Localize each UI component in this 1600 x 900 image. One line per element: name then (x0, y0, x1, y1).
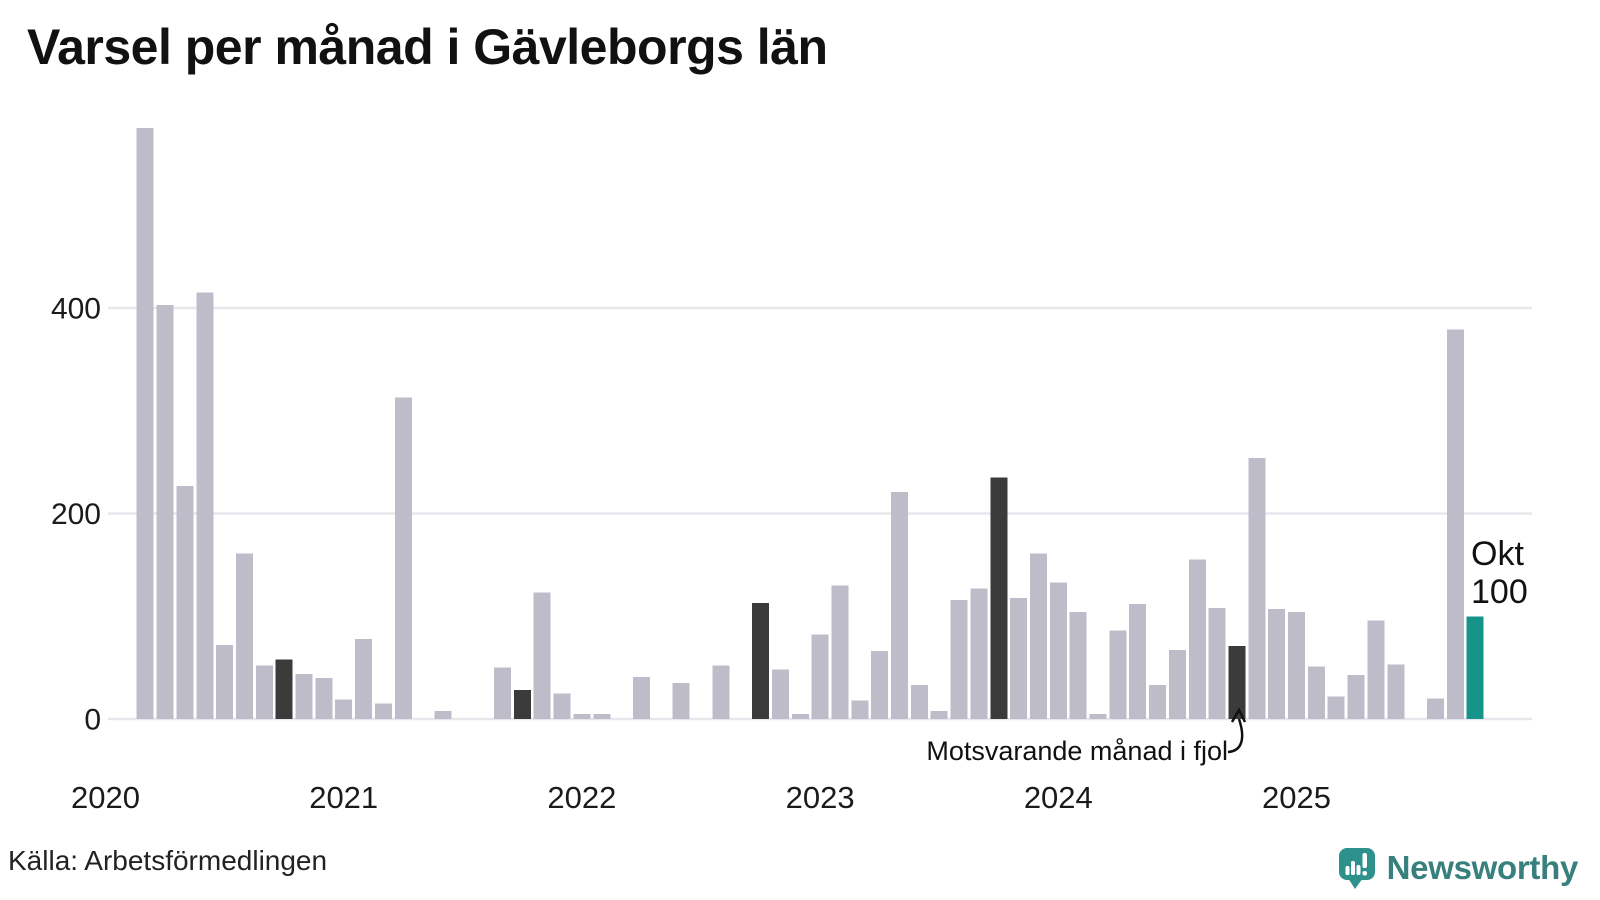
bar-2020-09 (255, 665, 273, 719)
bar-2020-07 (216, 645, 234, 719)
bar-2021-09 (494, 667, 511, 719)
bar-2023-06 (910, 685, 928, 719)
bar-2025-05 (1367, 620, 1385, 719)
bar-2020-12 (315, 677, 333, 719)
bar-2022-01 (573, 713, 591, 719)
bar-2025-10 (1466, 616, 1484, 720)
bar-2021-10 (513, 690, 531, 719)
bar-2023-10 (990, 477, 1008, 719)
bar-2025-01 (1288, 612, 1305, 719)
x-year-label-2020: 2020 (71, 780, 140, 815)
bar-2021-04 (394, 397, 412, 719)
bar-2023-02 (831, 585, 849, 719)
bar-2023-09 (970, 588, 988, 719)
bar-2022-12 (791, 713, 809, 719)
bar-2021-12 (553, 693, 571, 719)
bar-2025-02 (1307, 666, 1325, 719)
bar-2024-04 (1109, 630, 1127, 719)
chart-title: Varsel per månad i Gävleborgs län (27, 19, 828, 75)
x-year-label-2021: 2021 (309, 780, 378, 815)
x-year-label-2022: 2022 (547, 780, 616, 815)
bar-2022-11 (771, 669, 789, 719)
annotation-arrow (1227, 707, 1247, 754)
bar-2020-04 (156, 304, 174, 719)
bar-2024-12 (1268, 609, 1286, 719)
bar-2020-05 (176, 485, 194, 719)
bar-2020-06 (196, 292, 214, 719)
bar-2021-02 (355, 638, 373, 719)
bar-2023-01 (811, 634, 829, 719)
bar-2020-08 (236, 553, 253, 719)
bar-2021-01 (335, 699, 353, 719)
bar-2022-10 (752, 602, 770, 719)
highlight-label: Okt 100 (1471, 535, 1528, 611)
highlight-value-label: 100 (1471, 573, 1528, 611)
bar-2021-03 (374, 703, 392, 719)
bar-2022-06 (672, 683, 690, 719)
bar-2025-03 (1327, 696, 1345, 719)
x-year-label-2024: 2024 (1024, 780, 1093, 815)
bar-2023-07 (930, 710, 948, 719)
bar-2023-04 (871, 651, 889, 719)
bar-2024-02 (1069, 612, 1087, 719)
y-tick-label-0: 0 (84, 704, 101, 737)
bar-2024-01 (1049, 582, 1067, 719)
bar-2024-05 (1129, 603, 1147, 719)
newsworthy-logo: Newsworthy (1338, 846, 1578, 890)
bar-2022-04 (633, 676, 650, 719)
bar-2024-11 (1248, 458, 1266, 719)
newsworthy-logo-text: Newsworthy (1386, 849, 1579, 886)
x-year-label-2025: 2025 (1262, 780, 1331, 815)
bar-2024-07 (1168, 650, 1186, 719)
bar-2025-09 (1446, 329, 1464, 719)
bar-2025-06 (1387, 664, 1405, 719)
bar-2022-08 (712, 665, 730, 719)
bar-2021-06 (434, 710, 452, 719)
bar-2020-11 (295, 673, 313, 719)
bar-2022-02 (593, 713, 611, 719)
bar-2024-09 (1208, 608, 1226, 719)
x-year-label-2023: 2023 (786, 780, 855, 815)
bars-group (136, 128, 1484, 720)
bar-2020-03 (136, 128, 154, 719)
bar-2020-10 (275, 659, 293, 719)
bar-2024-06 (1149, 685, 1167, 719)
bar-2024-03 (1089, 713, 1107, 719)
bar-2023-05 (891, 491, 908, 719)
bar-2021-11 (533, 592, 551, 719)
bar-2023-12 (1030, 553, 1047, 719)
newsworthy-logo-icon (1338, 848, 1375, 889)
y-tick-label-400: 400 (51, 293, 101, 326)
bar-2023-03 (851, 700, 869, 719)
bar-2025-04 (1347, 674, 1365, 719)
bar-2025-08 (1427, 698, 1444, 720)
bar-2024-08 (1188, 559, 1206, 719)
bar-2024-10 (1228, 646, 1246, 719)
axis-labels-group: 0 200 400 2020 2021 2022 2023 2024 2025 (51, 293, 1331, 816)
bar-2023-11 (1010, 597, 1028, 719)
y-tick-label-200: 200 (51, 498, 101, 531)
bar-2023-08 (950, 599, 968, 719)
annotation-label: Motsvarande månad i fjol (926, 736, 1228, 766)
highlight-month-label: Okt (1471, 535, 1524, 573)
source-label: Källa: Arbetsförmedlingen (8, 845, 328, 876)
